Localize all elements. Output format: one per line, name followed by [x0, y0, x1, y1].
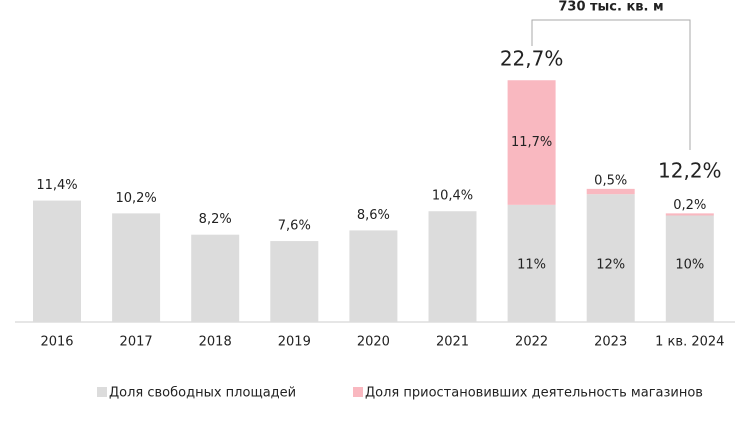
value-label: 0,2% [673, 198, 706, 213]
value-label: 8,6% [357, 208, 390, 223]
annotation: 730 тыс. кв. м [558, 0, 663, 15]
value-label: 0,5% [594, 173, 627, 188]
x-tick-label: 2017 [120, 335, 153, 350]
value-label: 10% [675, 258, 704, 273]
total-label: 22,7% [500, 47, 564, 71]
bar-segment [112, 213, 161, 322]
bar-segment [428, 211, 477, 322]
bar-segment [665, 215, 714, 322]
bar-segment [665, 213, 714, 216]
value-label: 11,4% [36, 178, 77, 193]
bar-segment [349, 230, 398, 322]
legend-swatch [97, 387, 107, 397]
x-tick-label: 2016 [40, 335, 73, 350]
bar-segment [586, 194, 635, 322]
bar-segment [191, 234, 240, 322]
x-tick-label: 2019 [278, 335, 311, 350]
total-label: 12,2% [658, 159, 722, 183]
value-label: 11% [517, 258, 546, 273]
bar-segment [270, 241, 319, 322]
bar-segment [507, 80, 556, 205]
bar-segment [507, 204, 556, 322]
legend-label: Доля приостановивших деятельность магази… [365, 386, 703, 401]
legend-label: Доля свободных площадей [109, 386, 296, 401]
bar-segment [586, 188, 635, 195]
value-label: 10,2% [115, 191, 156, 206]
x-tick-label: 2023 [594, 335, 627, 350]
x-tick-label: 2022 [515, 335, 548, 350]
value-label: 11,7% [511, 135, 552, 150]
x-tick-label: 2020 [357, 335, 390, 350]
value-label: 10,4% [432, 189, 473, 204]
value-label: 12% [596, 258, 625, 273]
bar-segment [33, 200, 81, 322]
x-tick-label: 1 кв. 2024 [655, 335, 724, 350]
x-tick-label: 2021 [436, 335, 469, 350]
value-label: 7,6% [278, 219, 311, 234]
bracket [531, 19, 691, 150]
x-tick-label: 2018 [199, 335, 232, 350]
value-label: 8,2% [199, 212, 232, 227]
legend-swatch [353, 387, 363, 397]
